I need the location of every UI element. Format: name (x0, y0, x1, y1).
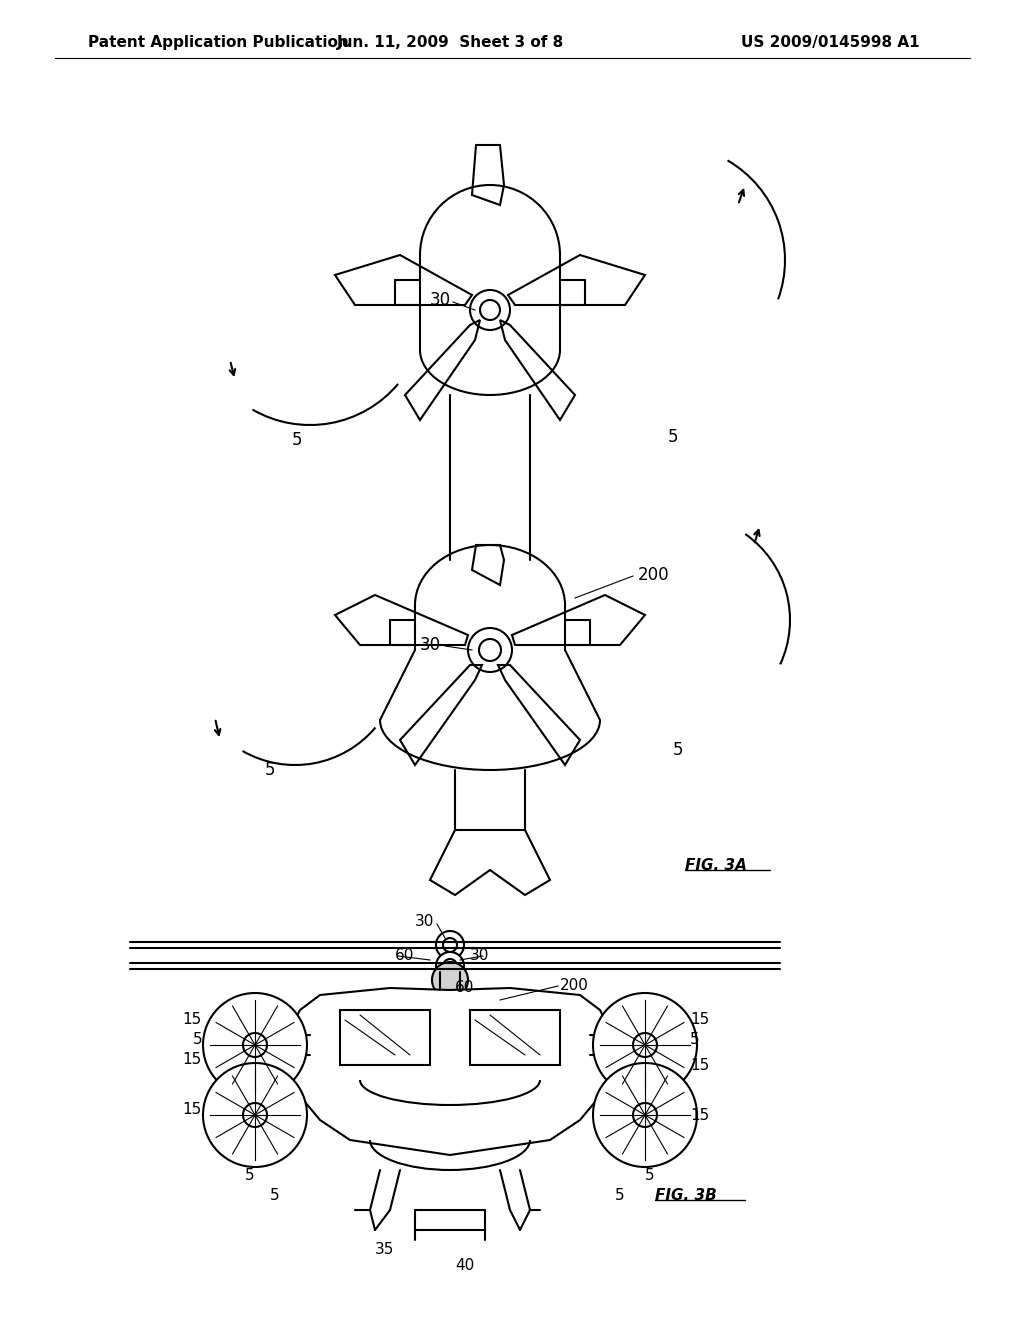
Text: 30: 30 (420, 636, 440, 653)
Text: 15: 15 (690, 1107, 710, 1122)
Circle shape (468, 628, 512, 672)
Circle shape (436, 931, 464, 960)
Text: 5: 5 (246, 1167, 255, 1183)
Circle shape (593, 1063, 697, 1167)
Circle shape (203, 1063, 307, 1167)
Circle shape (470, 290, 510, 330)
Text: 60: 60 (395, 948, 415, 962)
Text: 5: 5 (615, 1188, 625, 1203)
Text: 5: 5 (690, 1032, 699, 1048)
Circle shape (243, 1104, 267, 1127)
Text: FIG. 3B: FIG. 3B (655, 1188, 717, 1203)
Circle shape (443, 960, 457, 973)
Circle shape (633, 1034, 657, 1057)
Text: US 2009/0145998 A1: US 2009/0145998 A1 (740, 34, 920, 49)
Circle shape (443, 939, 457, 952)
Circle shape (480, 300, 500, 319)
Text: Patent Application Publication: Patent Application Publication (88, 34, 349, 49)
Circle shape (436, 952, 464, 979)
Text: 15: 15 (182, 1102, 202, 1118)
Circle shape (593, 993, 697, 1097)
Text: 5: 5 (668, 428, 678, 446)
Text: Jun. 11, 2009  Sheet 3 of 8: Jun. 11, 2009 Sheet 3 of 8 (336, 34, 563, 49)
Text: 5: 5 (270, 1188, 280, 1203)
Text: 5: 5 (673, 741, 683, 759)
Text: 200: 200 (638, 566, 670, 583)
Text: 5: 5 (193, 1032, 202, 1048)
Text: 15: 15 (690, 1057, 710, 1072)
Text: 200: 200 (560, 978, 589, 993)
Polygon shape (340, 1010, 430, 1065)
Polygon shape (470, 1010, 560, 1065)
Circle shape (479, 639, 501, 661)
Circle shape (243, 1034, 267, 1057)
Text: FIG. 3A: FIG. 3A (685, 858, 746, 873)
Polygon shape (285, 987, 615, 1155)
Text: 30: 30 (429, 290, 451, 309)
Text: 60: 60 (455, 979, 474, 994)
Text: 5: 5 (265, 762, 275, 779)
Text: 35: 35 (376, 1242, 394, 1258)
Text: 5: 5 (645, 1167, 654, 1183)
Circle shape (633, 1104, 657, 1127)
Text: 15: 15 (182, 1052, 202, 1068)
Text: 15: 15 (690, 1012, 710, 1027)
Circle shape (432, 962, 468, 998)
Text: 40: 40 (456, 1258, 475, 1272)
Text: 30: 30 (416, 915, 434, 929)
Text: 30: 30 (470, 948, 489, 962)
Text: 15: 15 (182, 1012, 202, 1027)
Circle shape (203, 993, 307, 1097)
Text: 5: 5 (292, 432, 302, 449)
